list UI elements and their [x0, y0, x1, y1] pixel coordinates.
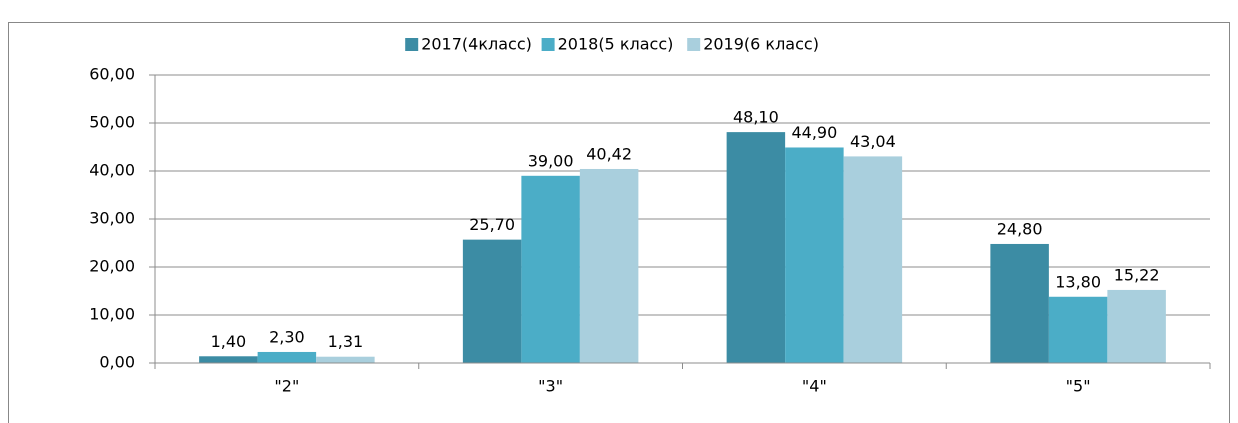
- legend-swatch: [405, 38, 419, 51]
- data-label: 43,04: [850, 132, 896, 151]
- bar: [257, 351, 317, 363]
- data-label: 15,22: [1114, 265, 1160, 284]
- legend-label: 2019(6 класс): [703, 35, 819, 54]
- x-tick-label: "5": [1066, 377, 1091, 396]
- bar: [462, 239, 522, 363]
- bar: [843, 156, 903, 363]
- bar: [521, 175, 580, 363]
- y-tick-label: 50,00: [89, 113, 135, 132]
- bar: [726, 132, 786, 363]
- data-label: 40,42: [586, 144, 632, 163]
- bar: [990, 243, 1049, 363]
- data-label: 24,80: [997, 219, 1043, 238]
- data-label: 2,30: [269, 327, 305, 346]
- x-tick-label: "4": [802, 377, 827, 396]
- bar: [199, 356, 258, 363]
- data-label: 44,90: [791, 123, 837, 142]
- x-tick-label: "3": [538, 377, 563, 396]
- legend-swatch: [541, 38, 555, 51]
- data-label: 13,80: [1055, 272, 1101, 291]
- data-label: 25,70: [469, 215, 515, 234]
- y-tick-label: 10,00: [89, 305, 135, 324]
- data-label: 48,10: [733, 108, 779, 127]
- legend-label: 2018(5 класс): [558, 35, 674, 54]
- data-label: 1,40: [211, 332, 247, 351]
- y-tick-label: 40,00: [89, 161, 135, 180]
- data-label: 1,31: [328, 332, 364, 351]
- bar: [1048, 296, 1108, 363]
- legend-label: 2017(4класс): [421, 35, 532, 54]
- bar: [579, 168, 639, 363]
- y-tick-label: 60,00: [89, 65, 135, 84]
- y-tick-label: 30,00: [89, 209, 135, 228]
- bar: [316, 356, 375, 363]
- bar: [1107, 289, 1166, 363]
- y-tick-label: 0,00: [99, 353, 135, 372]
- data-label: 39,00: [528, 151, 574, 170]
- x-tick-label: "2": [274, 377, 299, 396]
- bar: [785, 147, 844, 363]
- y-tick-label: 20,00: [89, 257, 135, 276]
- legend-swatch: [687, 38, 701, 51]
